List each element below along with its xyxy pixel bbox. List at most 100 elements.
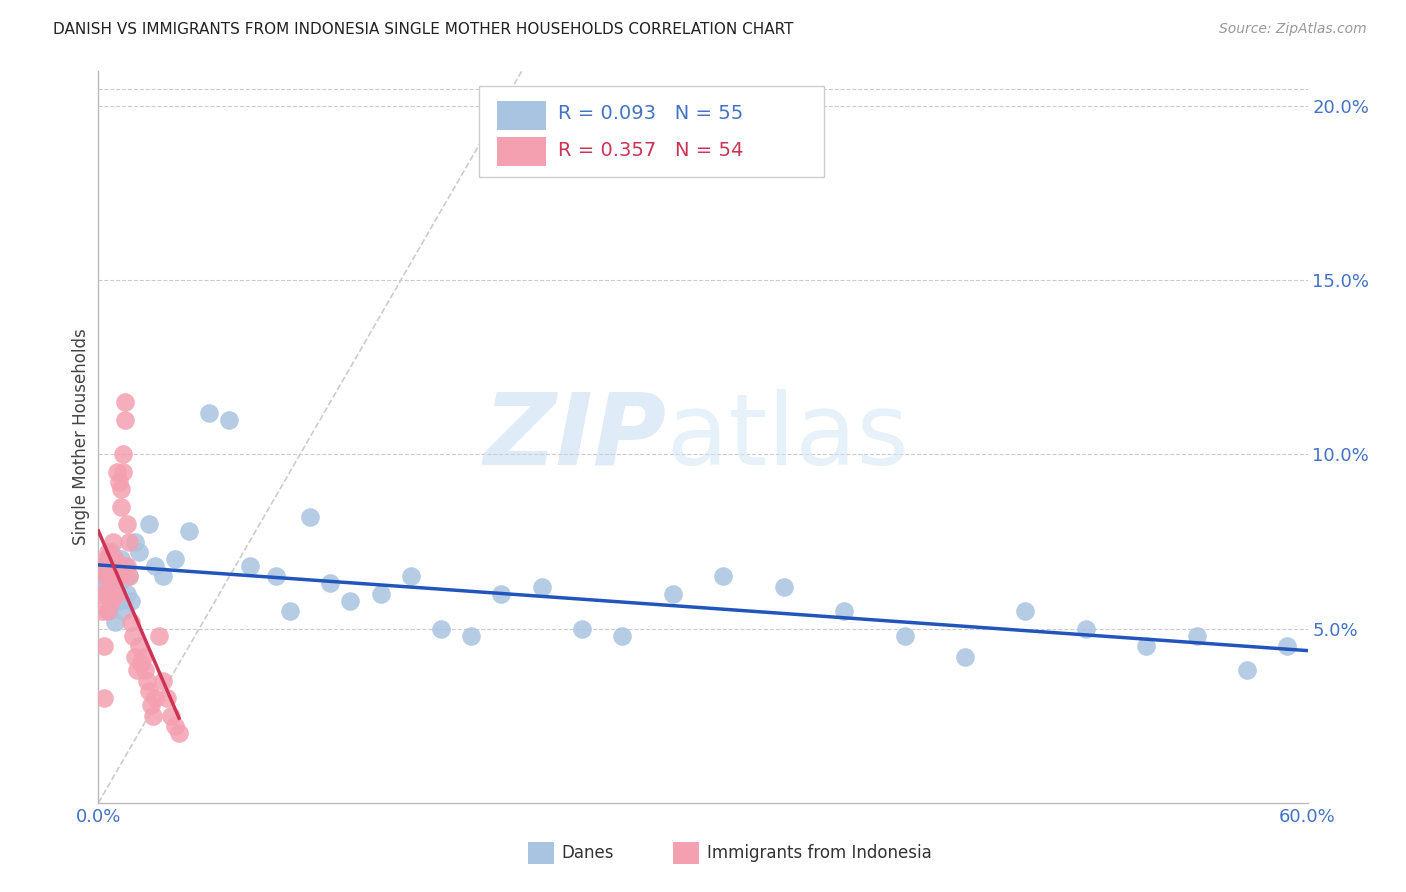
Point bbox=[100, 545, 122, 559]
Point bbox=[118, 534, 141, 549]
Point bbox=[103, 552, 125, 566]
Point bbox=[100, 587, 122, 601]
Text: R = 0.093   N = 55: R = 0.093 N = 55 bbox=[558, 104, 744, 123]
Point bbox=[135, 673, 157, 688]
Point bbox=[160, 708, 183, 723]
Text: atlas: atlas bbox=[666, 389, 908, 485]
Point bbox=[101, 534, 124, 549]
Point bbox=[110, 552, 132, 566]
Point bbox=[120, 594, 142, 608]
Point bbox=[96, 552, 118, 566]
Point bbox=[179, 524, 201, 538]
Point bbox=[163, 552, 186, 566]
Point bbox=[134, 664, 156, 678]
Point bbox=[571, 622, 593, 636]
Point bbox=[460, 629, 482, 643]
Point bbox=[772, 580, 794, 594]
Point bbox=[148, 629, 170, 643]
Point bbox=[430, 622, 453, 636]
Point bbox=[118, 569, 141, 583]
Point bbox=[1014, 604, 1036, 618]
Point bbox=[114, 412, 136, 426]
FancyBboxPatch shape bbox=[527, 842, 554, 864]
Point bbox=[97, 604, 120, 618]
Point bbox=[114, 395, 136, 409]
Point bbox=[661, 587, 683, 601]
Point bbox=[128, 545, 150, 559]
Point bbox=[111, 448, 134, 462]
Point bbox=[96, 587, 118, 601]
Point bbox=[1277, 639, 1299, 653]
Point bbox=[339, 594, 361, 608]
Point bbox=[105, 465, 128, 479]
Point bbox=[1236, 664, 1258, 678]
Point bbox=[953, 649, 976, 664]
Point bbox=[128, 639, 150, 653]
Point bbox=[143, 558, 166, 573]
FancyBboxPatch shape bbox=[479, 86, 824, 178]
Point bbox=[101, 587, 124, 601]
Text: Immigrants from Indonesia: Immigrants from Indonesia bbox=[707, 844, 931, 862]
Point bbox=[100, 552, 122, 566]
Point bbox=[218, 412, 240, 426]
Point bbox=[114, 558, 136, 573]
Point bbox=[115, 558, 138, 573]
Point bbox=[110, 483, 132, 497]
Point bbox=[97, 604, 120, 618]
Point bbox=[107, 569, 129, 583]
Point bbox=[91, 569, 114, 583]
Point bbox=[491, 587, 513, 601]
Point bbox=[239, 558, 262, 573]
Point bbox=[124, 649, 146, 664]
Point bbox=[711, 569, 734, 583]
Point bbox=[107, 576, 129, 591]
Point bbox=[124, 534, 146, 549]
Point bbox=[138, 684, 160, 698]
Point bbox=[110, 500, 132, 514]
Point bbox=[319, 576, 342, 591]
Point bbox=[1074, 622, 1097, 636]
Point bbox=[101, 569, 124, 583]
Text: DANISH VS IMMIGRANTS FROM INDONESIA SINGLE MOTHER HOUSEHOLDS CORRELATION CHART: DANISH VS IMMIGRANTS FROM INDONESIA SING… bbox=[53, 22, 794, 37]
Point bbox=[97, 545, 120, 559]
Point bbox=[370, 587, 392, 601]
Point bbox=[264, 569, 287, 583]
Point bbox=[96, 569, 118, 583]
Point bbox=[167, 726, 190, 740]
Point bbox=[118, 569, 141, 583]
Point bbox=[142, 708, 165, 723]
Point bbox=[111, 604, 134, 618]
Point bbox=[163, 719, 186, 733]
Point bbox=[139, 698, 162, 713]
Point bbox=[152, 673, 174, 688]
Point bbox=[299, 510, 322, 524]
FancyBboxPatch shape bbox=[498, 137, 546, 167]
Point bbox=[111, 465, 134, 479]
Point bbox=[156, 691, 179, 706]
Point bbox=[103, 615, 125, 629]
FancyBboxPatch shape bbox=[672, 842, 699, 864]
Point bbox=[101, 594, 124, 608]
Point bbox=[832, 604, 855, 618]
Point bbox=[115, 587, 138, 601]
Point bbox=[93, 691, 115, 706]
Point bbox=[105, 587, 128, 601]
Point bbox=[100, 594, 122, 608]
Point bbox=[115, 517, 138, 532]
Point bbox=[100, 587, 122, 601]
Point bbox=[612, 629, 634, 643]
Point bbox=[97, 552, 120, 566]
Point bbox=[91, 558, 114, 573]
Point bbox=[96, 558, 118, 573]
Point bbox=[530, 580, 553, 594]
Point bbox=[152, 569, 174, 583]
Point bbox=[89, 587, 111, 601]
Y-axis label: Single Mother Households: Single Mother Households bbox=[72, 329, 90, 545]
Point bbox=[97, 569, 120, 583]
Text: ZIP: ZIP bbox=[484, 389, 666, 485]
Point bbox=[121, 629, 143, 643]
FancyBboxPatch shape bbox=[498, 101, 546, 130]
Point bbox=[107, 594, 129, 608]
Point bbox=[138, 517, 160, 532]
Point bbox=[893, 629, 915, 643]
